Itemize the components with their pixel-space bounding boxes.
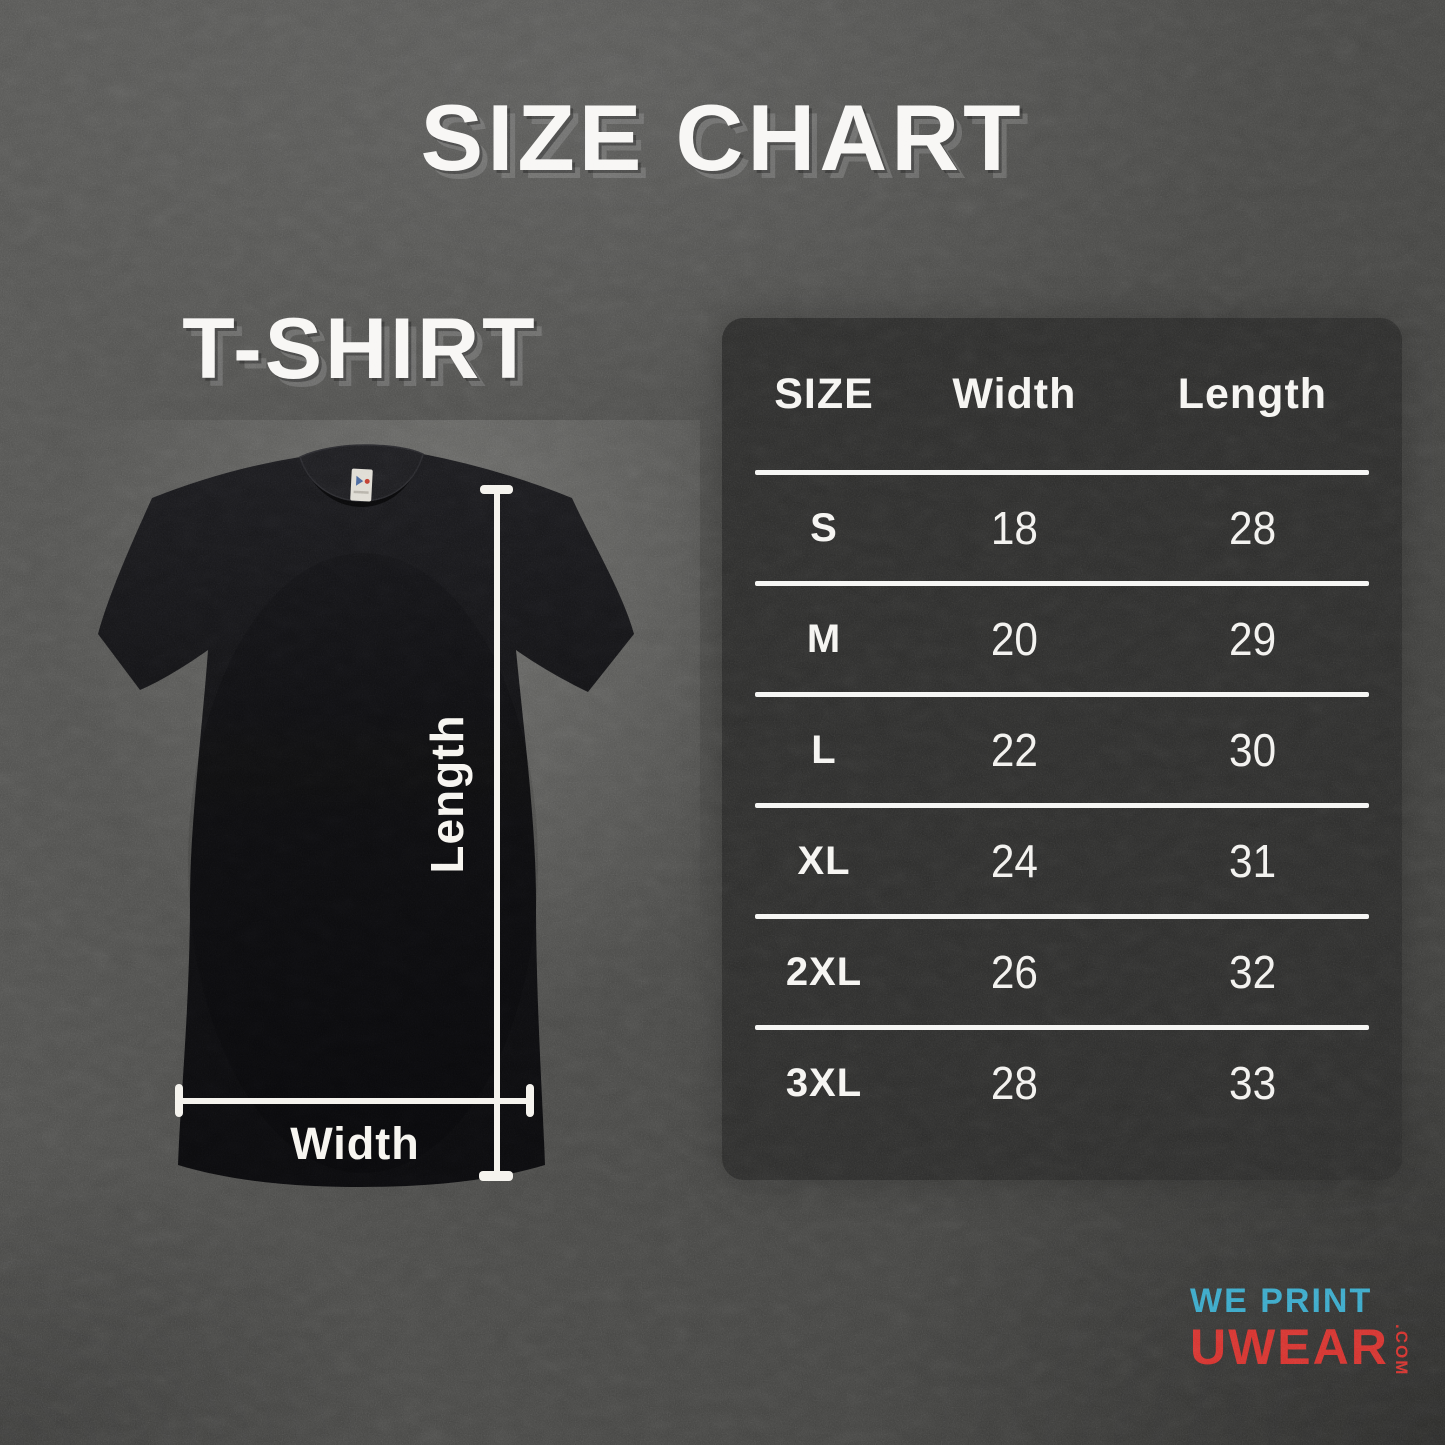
length-cell: 30 [1228,724,1276,776]
column-header-width: Width [952,369,1077,418]
width-cell: 22 [990,724,1038,776]
brand-logo: WE PRINT UWEAR .COM [1190,1282,1411,1380]
width-cell: 26 [990,946,1038,998]
length-cell: 32 [1228,946,1276,998]
length-cell: 29 [1228,613,1276,665]
page-title: SIZE CHART [420,85,1025,190]
table-row: M 20 29 [722,586,1402,692]
brand-we-print-text: WE PRINT [1190,1282,1373,1320]
size-cell: XL [797,838,851,883]
width-cell: 28 [990,1057,1038,1109]
size-table: SIZE Width Length S 18 28 M 20 29 L 22 3… [722,318,1402,1180]
size-cell: 3XL [785,1060,863,1105]
column-header-length: Length [1177,369,1328,418]
length-line-top-cap [480,485,513,494]
width-cell: 20 [990,613,1038,665]
length-cell: 31 [1228,835,1276,887]
table-row: 3XL 28 33 [722,1030,1402,1136]
column-header-size: SIZE [774,369,874,418]
table-row: S 18 28 [722,475,1402,581]
length-cell: 28 [1228,502,1276,554]
brand-com-suffix: .COM [1391,1324,1411,1377]
product-title: T-SHIRT [182,301,538,397]
length-measure-line [494,489,500,1181]
collar-label [350,468,373,502]
length-line-bottom-cap [479,1171,513,1181]
brand-uwear-text: UWEAR [1190,1319,1389,1375]
table-row: L 22 30 [722,697,1402,803]
size-cell: L [811,727,837,772]
width-measure-label: Width [290,1118,420,1169]
length-cell: 33 [1228,1057,1276,1109]
table-header-row: SIZE Width Length [722,318,1402,470]
width-cell: 18 [990,502,1038,554]
width-line-left-cap [175,1084,183,1117]
size-cell: 2XL [785,949,863,994]
tshirt-image [98,444,634,1187]
table-row: XL 24 31 [722,808,1402,914]
width-measure-line [178,1098,532,1104]
tshirt-shading [188,553,538,1173]
length-measure-label: Length [421,714,473,874]
table-row: 2XL 26 32 [722,919,1402,1025]
width-line-right-cap [526,1084,534,1117]
size-cell: S [810,505,838,550]
width-cell: 24 [990,835,1038,887]
size-cell: M [806,616,842,661]
